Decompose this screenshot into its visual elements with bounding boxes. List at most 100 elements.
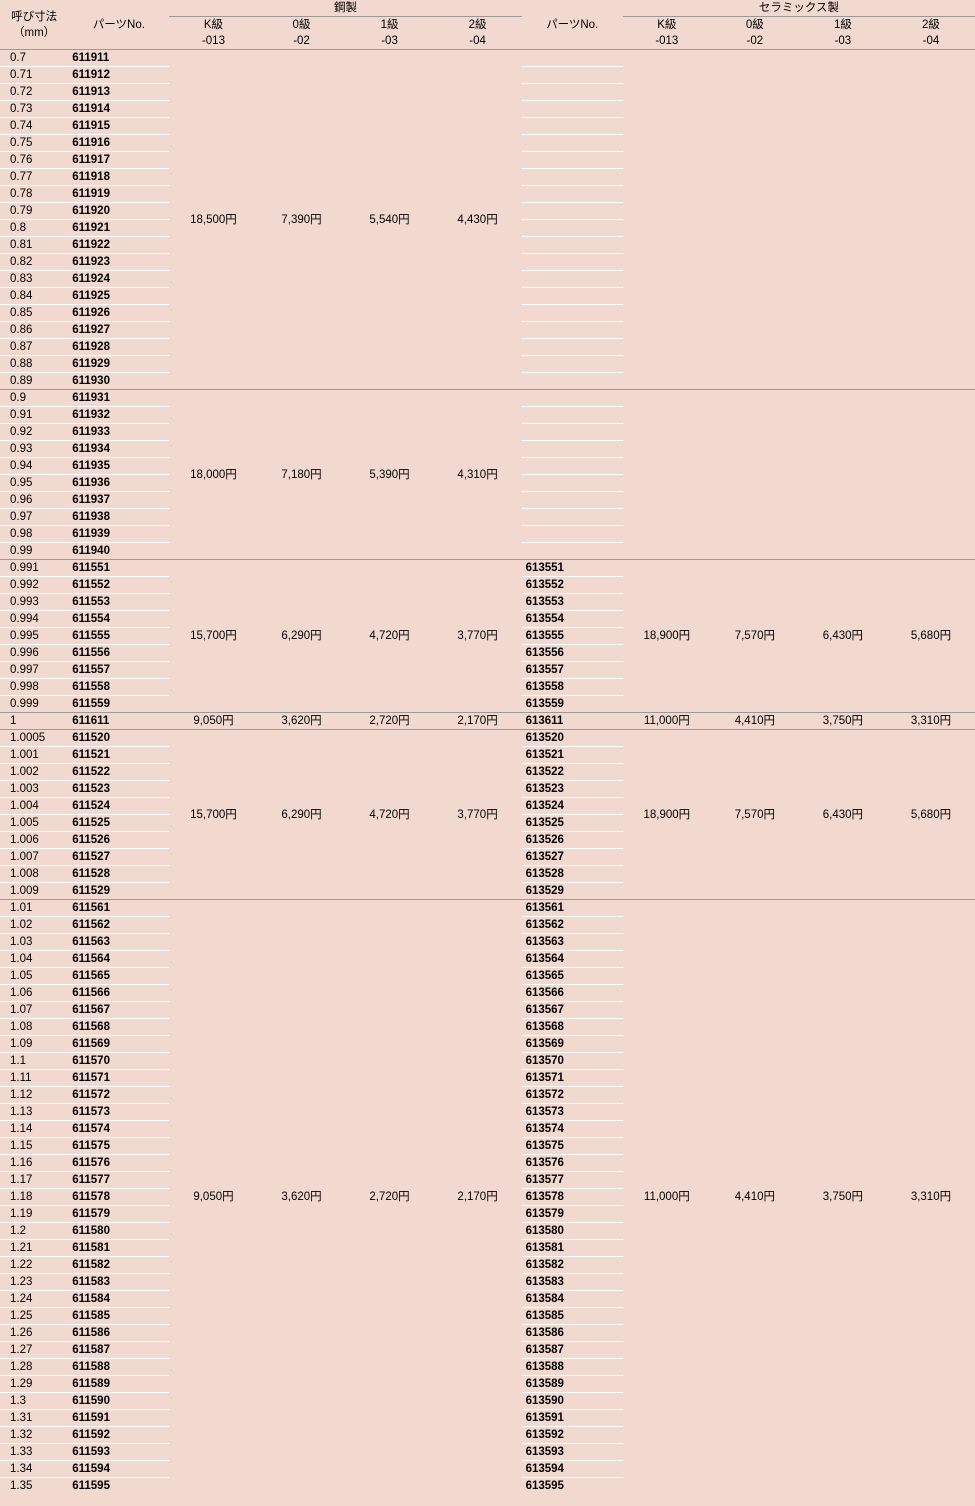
hdr-ceramic: セラミックス製 bbox=[623, 0, 975, 17]
ceramic-part-cell: 613520 bbox=[522, 730, 623, 747]
steel-price-cell: 18,000円 bbox=[169, 390, 257, 560]
steel-part-cell: 611565 bbox=[68, 968, 169, 985]
steel-part-cell: 611590 bbox=[68, 1393, 169, 1410]
ceramic-price-cell: 18,900円 bbox=[623, 730, 711, 900]
steel-part-cell: 611566 bbox=[68, 985, 169, 1002]
size-cell: 1.12 bbox=[0, 1087, 68, 1104]
steel-part-cell: 611923 bbox=[68, 254, 169, 271]
size-cell: 1.09 bbox=[0, 1036, 68, 1053]
ceramic-price-cell: 11,000円 bbox=[623, 713, 711, 730]
size-cell: 0.82 bbox=[0, 254, 68, 271]
steel-price-cell: 5,540円 bbox=[346, 50, 434, 390]
steel-part-cell: 611559 bbox=[68, 696, 169, 713]
ceramic-part-cell: 613585 bbox=[522, 1308, 623, 1325]
ceramic-price-cell bbox=[623, 390, 711, 560]
ceramic-part-cell bbox=[522, 152, 623, 169]
hdr-grade-name: K級 bbox=[169, 17, 257, 34]
ceramic-part-cell: 613583 bbox=[522, 1274, 623, 1291]
steel-part-cell: 611523 bbox=[68, 781, 169, 798]
size-cell: 1.26 bbox=[0, 1325, 68, 1342]
price-table: 呼び寸法 （mm） パーツNo. 鋼製 パーツNo. セラミックス製 K級0級1… bbox=[0, 0, 975, 1494]
ceramic-price-cell bbox=[711, 390, 799, 560]
ceramic-part-cell bbox=[522, 526, 623, 543]
hdr-part-steel: パーツNo. bbox=[68, 0, 169, 50]
hdr-grade-code: -03 bbox=[799, 33, 887, 50]
ceramic-part-cell bbox=[522, 220, 623, 237]
steel-part-cell: 611576 bbox=[68, 1155, 169, 1172]
steel-part-cell: 611586 bbox=[68, 1325, 169, 1342]
steel-part-cell: 611919 bbox=[68, 186, 169, 203]
ceramic-price-cell: 4,410円 bbox=[711, 900, 799, 1495]
ceramic-part-cell: 613594 bbox=[522, 1461, 623, 1478]
ceramic-part-cell: 613522 bbox=[522, 764, 623, 781]
ceramic-part-cell bbox=[522, 390, 623, 407]
ceramic-price-cell bbox=[887, 390, 975, 560]
steel-price-cell: 3,770円 bbox=[434, 560, 522, 713]
steel-part-cell: 611592 bbox=[68, 1427, 169, 1444]
steel-part-cell: 611917 bbox=[68, 152, 169, 169]
size-cell: 1.0005 bbox=[0, 730, 68, 747]
size-cell: 1.001 bbox=[0, 747, 68, 764]
steel-part-cell: 611563 bbox=[68, 934, 169, 951]
ceramic-part-cell bbox=[522, 305, 623, 322]
steel-part-cell: 611935 bbox=[68, 458, 169, 475]
size-cell: 0.992 bbox=[0, 577, 68, 594]
ceramic-part-cell: 613592 bbox=[522, 1427, 623, 1444]
ceramic-part-cell bbox=[522, 186, 623, 203]
steel-price-cell: 4,720円 bbox=[346, 730, 434, 900]
steel-part-cell: 611585 bbox=[68, 1308, 169, 1325]
steel-part-cell: 611561 bbox=[68, 900, 169, 917]
size-cell: 0.998 bbox=[0, 679, 68, 696]
steel-part-cell: 611577 bbox=[68, 1172, 169, 1189]
hdr-grade-name: 2級 bbox=[434, 17, 522, 34]
size-cell: 1.1 bbox=[0, 1053, 68, 1070]
ceramic-part-cell: 613595 bbox=[522, 1478, 623, 1495]
size-cell: 1.29 bbox=[0, 1376, 68, 1393]
steel-part-cell: 611929 bbox=[68, 356, 169, 373]
steel-price-cell: 6,290円 bbox=[257, 730, 345, 900]
ceramic-price-cell: 3,750円 bbox=[799, 900, 887, 1495]
ceramic-price-cell: 11,000円 bbox=[623, 900, 711, 1495]
size-cell: 0.997 bbox=[0, 662, 68, 679]
steel-part-cell: 611525 bbox=[68, 815, 169, 832]
size-cell: 1.35 bbox=[0, 1478, 68, 1495]
size-cell: 0.94 bbox=[0, 458, 68, 475]
steel-part-cell: 611940 bbox=[68, 543, 169, 560]
hdr-grade-code: -04 bbox=[887, 33, 975, 50]
ceramic-part-cell: 613525 bbox=[522, 815, 623, 832]
ceramic-part-cell: 613581 bbox=[522, 1240, 623, 1257]
ceramic-price-cell: 5,680円 bbox=[887, 560, 975, 713]
ceramic-part-cell bbox=[522, 322, 623, 339]
steel-part-cell: 611595 bbox=[68, 1478, 169, 1495]
ceramic-part-cell: 613564 bbox=[522, 951, 623, 968]
steel-part-cell: 611528 bbox=[68, 866, 169, 883]
ceramic-part-cell: 613526 bbox=[522, 832, 623, 849]
hdr-grade-code: -03 bbox=[346, 33, 434, 50]
steel-part-cell: 611925 bbox=[68, 288, 169, 305]
size-cell: 1.32 bbox=[0, 1427, 68, 1444]
ceramic-price-cell bbox=[799, 50, 887, 390]
size-cell: 1.17 bbox=[0, 1172, 68, 1189]
size-cell: 0.7 bbox=[0, 50, 68, 67]
size-cell: 1.007 bbox=[0, 849, 68, 866]
ceramic-part-cell: 613554 bbox=[522, 611, 623, 628]
ceramic-price-cell: 6,430円 bbox=[799, 730, 887, 900]
size-cell: 0.91 bbox=[0, 407, 68, 424]
size-cell: 1.24 bbox=[0, 1291, 68, 1308]
size-cell: 1.2 bbox=[0, 1223, 68, 1240]
steel-part-cell: 611555 bbox=[68, 628, 169, 645]
ceramic-price-cell bbox=[799, 390, 887, 560]
size-cell: 1.08 bbox=[0, 1019, 68, 1036]
ceramic-part-cell: 613579 bbox=[522, 1206, 623, 1223]
ceramic-part-cell bbox=[522, 509, 623, 526]
ceramic-part-cell bbox=[522, 50, 623, 67]
ceramic-part-cell: 613562 bbox=[522, 917, 623, 934]
ceramic-part-cell bbox=[522, 424, 623, 441]
ceramic-part-cell bbox=[522, 356, 623, 373]
steel-part-cell: 611922 bbox=[68, 237, 169, 254]
ceramic-part-cell: 613590 bbox=[522, 1393, 623, 1410]
ceramic-part-cell: 613556 bbox=[522, 645, 623, 662]
size-cell: 1.009 bbox=[0, 883, 68, 900]
steel-part-cell: 611583 bbox=[68, 1274, 169, 1291]
steel-part-cell: 611568 bbox=[68, 1019, 169, 1036]
